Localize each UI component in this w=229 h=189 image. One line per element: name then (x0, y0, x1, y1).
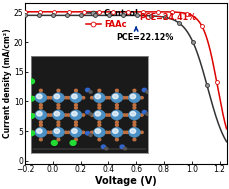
Text: PCE=24.41%: PCE=24.41% (138, 13, 195, 22)
Y-axis label: Current density (mA/cm²): Current density (mA/cm²) (3, 29, 12, 138)
Legend: Control, FAAc: Control, FAAc (85, 9, 138, 29)
X-axis label: Voltage (V): Voltage (V) (94, 176, 156, 186)
Text: PCE=22.12%: PCE=22.12% (116, 33, 173, 42)
